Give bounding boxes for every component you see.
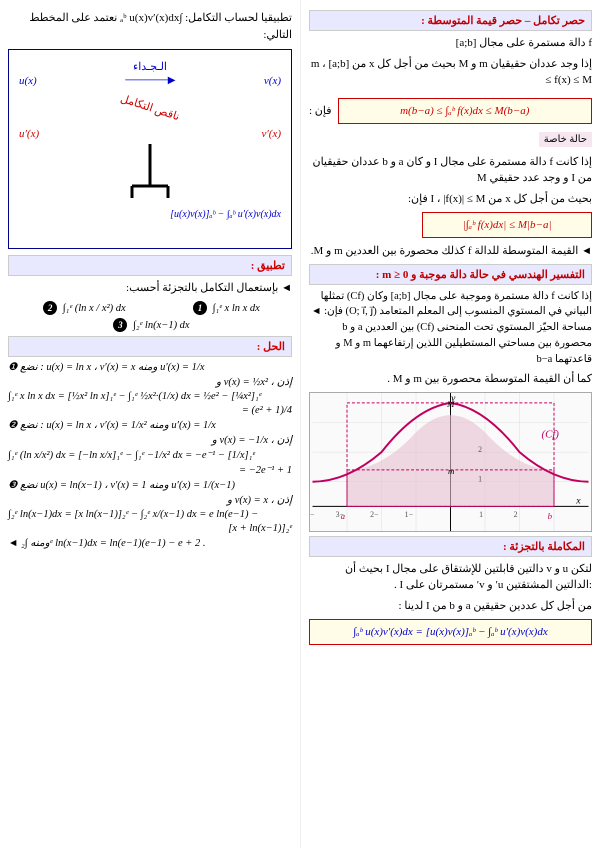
sol-3c: ∫₂ᵉ ln(x−1)dx = [x ln(x−1)]₂ᵉ − ∫₂ᵉ x/(x…: [8, 509, 292, 520]
ex3: ∫₂ᵉ ln(x−1) dx: [133, 320, 190, 331]
bullet-1: 1: [193, 301, 207, 315]
sol-2d: = −2e⁻¹ + 1: [8, 464, 292, 476]
sol-1a: ❶ نضع : u(x) = ln x ، v′(x) = x ومنه u′(…: [8, 361, 292, 373]
svg-text:1: 1: [479, 510, 483, 519]
label-cf: (Cf): [541, 428, 559, 440]
sol-2c: ∫₁ᵉ (ln x/x²) dx = [−ln x/x]₁ᵉ − ∫₁ᵉ −1/…: [8, 449, 292, 461]
sol-1d: = (e² + 1)/4: [8, 405, 292, 416]
svg-text:2: 2: [514, 510, 518, 519]
chart-svg: (Cf) M m a b x y −4−3−2 −112 12: [310, 393, 591, 531]
sol-2a: ❷ نضع : u(x) = ln x ، v′(x) = 1/x² ومنه …: [8, 419, 292, 431]
left-column: تطبيقيا لحساب التكامل: ∫ₐᵇ u(x)v′(x)dx ن…: [0, 0, 300, 848]
p9: لتكن u و v دالتين قابلتين للإشتقاق على م…: [309, 561, 592, 594]
diagram-v: v(x): [264, 75, 281, 87]
sol-3b: و v(x) = x ، إذن: [8, 494, 292, 506]
p7: إذا كانت f دالة مستمرة وموجبة على مجال […: [309, 289, 592, 368]
svg-text:−2: −2: [370, 510, 379, 519]
geometric-chart: (Cf) M m a b x y −4−3−2 −112 12: [309, 392, 592, 532]
sol-3a: ❸ نضع u(x) = ln(x−1) ، v′(x) = 1 ومنه u′…: [8, 479, 292, 491]
ex2: ∫₁ᵉ (ln x / x²) dx: [63, 303, 126, 314]
p2: إذا وجد عددان حقيقيان m و M بحيث من أجل …: [309, 56, 592, 89]
diagram-result: [u(x)v(x)]ₐᵇ − ∫ₐᵇ u′(x)v(x)dx: [170, 209, 281, 220]
sol-2b: و v(x) = −1/x ، إذن: [8, 434, 292, 446]
intro: تطبيقيا لحساب التكامل: ∫ₐᵇ u(x)v′(x)dx ن…: [29, 12, 292, 41]
integration-scheme-diagram: الـجـداء u(x) ──────▶ v(x) ناقص التكامل …: [8, 49, 292, 249]
sol-3e: ◄ ومنه ∫₂ᵉ ln(x−1)dx = ln(e−1)(e−1) − e …: [8, 537, 292, 549]
bullet-3: 3: [113, 318, 127, 332]
formula-abs: |∫ₐᵇ f(x)dx| ≤ M|b−a|: [422, 212, 592, 238]
right-column: حصر تكامل – حصر قيمة المتوسطة : f دالة م…: [300, 0, 600, 848]
bracket-icon: [120, 144, 180, 204]
bullet-2: 2: [43, 301, 57, 315]
application-title: تطبيق :: [8, 255, 292, 276]
label-m: m: [448, 466, 455, 476]
formula-bounding: m(b−a) ≤ ∫ₐᵇ f(x)dx ≤ M(b−a): [338, 98, 593, 124]
svg-text:1: 1: [478, 474, 482, 483]
svg-text:2: 2: [478, 445, 482, 454]
solution-title: الحل :: [8, 336, 292, 357]
title-bounding: حصر تكامل – حصر قيمة المتوسطة :: [309, 10, 592, 31]
svg-text:−1: −1: [405, 510, 414, 519]
sol-3d: [x + ln(x−1)]₂ᵉ: [8, 523, 292, 534]
title-geom: التفسير الهندسي في حالة دالة موجبة و m ≥…: [309, 264, 592, 285]
label-y: y: [450, 393, 456, 404]
label-b: b: [548, 511, 553, 521]
sol-1c: ∫₁ᵉ x ln x dx = [½x² ln x]₁ᵉ − ∫₁ᵉ ½x²·(…: [8, 391, 292, 402]
p3: فإن :: [309, 104, 332, 117]
p5: بحيث من أجل كل x من I ، |f(x)| ≤ M فإن:: [309, 191, 592, 208]
ex1: ∫₁ᵉ x ln x dx: [213, 303, 260, 314]
app-intro: ◄ بإستعمال التكامل بالتجزئة أحسب:: [8, 280, 292, 297]
title-parts: المكاملة بالتجزئة :: [309, 536, 592, 557]
p1: f دالة مستمرة على مجال [a;b]: [309, 35, 592, 52]
special-case-title: حالة خاصة: [539, 132, 592, 147]
diagram-uprime: u′(x): [19, 128, 39, 140]
p8: كما أن القيمة المتوسطة محصورة بين m و M …: [309, 371, 592, 388]
p6: ◄ القيمة المتوسطة للدالة f كذلك محصورة ب…: [309, 243, 592, 260]
svg-text:−4: −4: [310, 510, 315, 519]
label-x: x: [575, 495, 581, 506]
svg-text:−3: −3: [336, 510, 345, 519]
intro-text: تطبيقيا لحساب التكامل: ∫ₐᵇ u(x)v′(x)dx ن…: [8, 10, 292, 43]
sol-1b: و v(x) = ½x² ، إذن: [8, 376, 292, 388]
p4: إذا كانت f دالة مستمرة على مجال I و كان …: [309, 154, 592, 187]
formula-parts: ∫ₐᵇ u(x)v′(x)dx = [u(x)v(x)]ₐᵇ − ∫ₐᵇ u′(…: [309, 619, 592, 645]
p10: من أجل كل عددين حقيقين a و b من I لدينا …: [309, 598, 592, 615]
